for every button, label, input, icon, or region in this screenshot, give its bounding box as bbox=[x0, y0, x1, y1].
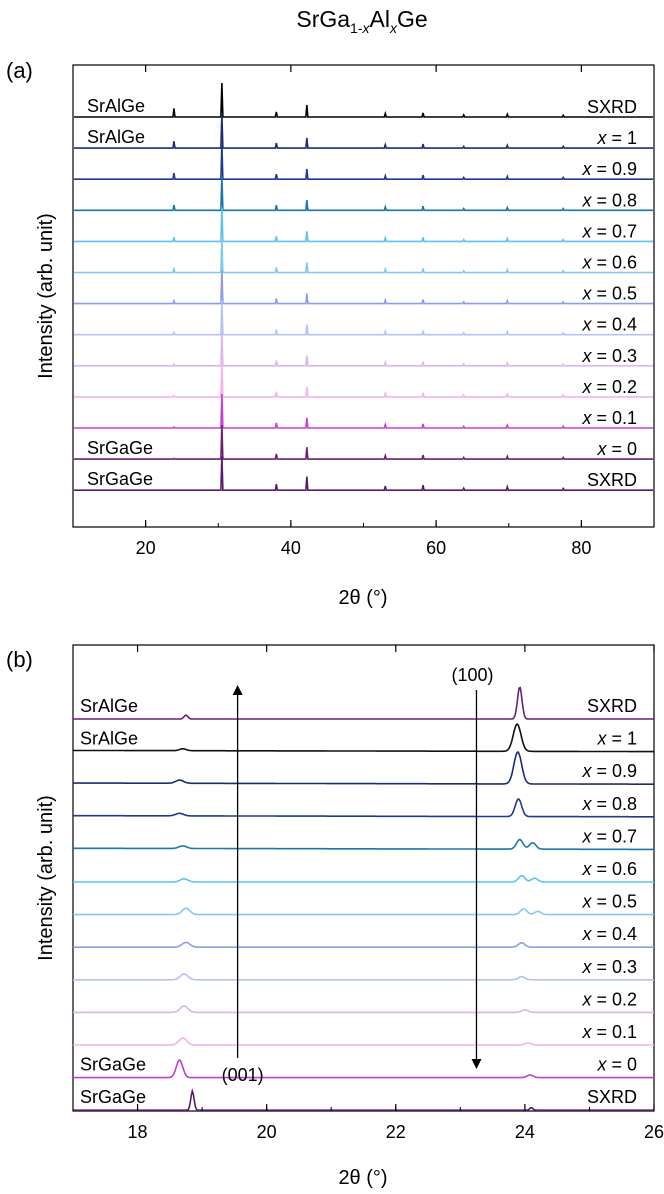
panel-a-right-label: x = 0.4 bbox=[581, 315, 637, 335]
panel-a-right-label: x = 0.2 bbox=[581, 377, 637, 397]
panel-b-right-label: x = 0.7 bbox=[581, 826, 637, 846]
panel-b-trace bbox=[73, 907, 654, 916]
panel-a-label: (a) bbox=[6, 58, 33, 83]
panel-a-frame bbox=[72, 64, 655, 528]
panel-a-right-label: x = 1 bbox=[596, 128, 637, 148]
annotation-100: (100) bbox=[451, 665, 493, 685]
panel-a-trace bbox=[74, 300, 653, 336]
figure-title: SrGa1-xAlxGe bbox=[296, 6, 427, 36]
panel-b-trace bbox=[73, 1005, 654, 1014]
panel-a-trace bbox=[74, 456, 653, 491]
panel-b-right-label: x = 0.4 bbox=[581, 924, 637, 944]
panel-a-trace bbox=[74, 269, 653, 305]
panel-a-x-axis-label: 2θ (°) bbox=[338, 587, 387, 609]
panel-a-x-tick-label: 60 bbox=[426, 538, 446, 558]
panel-a-right-label: x = 0.6 bbox=[581, 253, 637, 273]
panel-b-trace bbox=[73, 973, 654, 981]
panel-b-trace bbox=[73, 1088, 654, 1111]
panel-a-trace bbox=[74, 331, 653, 367]
panel-a-trace bbox=[74, 145, 653, 180]
panel-b-x-axis-label: 2θ (°) bbox=[338, 1167, 387, 1189]
panel-b-x-tick-label: 26 bbox=[644, 1122, 664, 1142]
panel-b-trace bbox=[72, 838, 654, 851]
panel-b-left-label: SrAlGe bbox=[80, 696, 138, 716]
panel-b-frame bbox=[72, 644, 655, 1112]
panel-b-trace bbox=[72, 750, 654, 785]
panel-a-trace bbox=[74, 207, 653, 243]
panel-a-right-label: x = 0.5 bbox=[581, 284, 637, 304]
panel-a-left-label: SrAlGe bbox=[87, 96, 145, 116]
panel-b-left-label: SrAlGe bbox=[80, 729, 138, 749]
panel-b-right-label: x = 0.6 bbox=[581, 859, 637, 879]
panel-b-x-tick-label: 18 bbox=[128, 1122, 148, 1142]
panel-a: (a) SrAlGe SXRD SrAlGe x = 1 x = 0.9 x = 0.8 x… bbox=[6, 58, 655, 609]
panel-a-trace bbox=[74, 362, 653, 398]
panel-b-right-label: x = 0.9 bbox=[581, 761, 637, 781]
panel-b-trace bbox=[73, 941, 654, 948]
panel-b-y-axis-label: Intensity (arb. unit) bbox=[35, 795, 57, 961]
panel-b-right-label: x = 1 bbox=[596, 729, 637, 749]
panel-a-right-label: x = 0.8 bbox=[581, 190, 637, 210]
annotation-001: (001) bbox=[222, 1065, 264, 1085]
panel-a-trace bbox=[74, 176, 653, 212]
panel-a-y-axis-label: Intensity (arb. unit) bbox=[35, 213, 57, 379]
panel-b-right-label: SXRD bbox=[587, 1087, 637, 1107]
panel-a-right-label: x = 0 bbox=[596, 439, 637, 459]
panel-b-right-label: x = 0.5 bbox=[581, 892, 637, 912]
panel-b-x-tick-label: 20 bbox=[257, 1122, 277, 1142]
panel-b-x-tick-label: 22 bbox=[386, 1122, 406, 1142]
panel-b-right-label: x = 0.2 bbox=[581, 989, 637, 1009]
panel-a-left-label: SrAlGe bbox=[87, 127, 145, 147]
panel-a-x-tick-label: 80 bbox=[571, 538, 591, 558]
panel-b-right-label: x = 0.8 bbox=[581, 794, 637, 814]
panel-a-right-label: SXRD bbox=[587, 97, 637, 117]
panel-b-right-label: x = 0.3 bbox=[581, 957, 637, 977]
panel-b-left-label: SrGaGe bbox=[80, 1055, 146, 1075]
panel-b-label: (b) bbox=[6, 647, 33, 672]
panel-a-right-label: x = 0.9 bbox=[581, 159, 637, 179]
panel-a-right-label: x = 0.3 bbox=[581, 346, 637, 366]
panel-a-trace bbox=[74, 425, 653, 460]
panel-a-left-label: SrGaGe bbox=[87, 469, 153, 489]
panel-b-trace bbox=[73, 686, 654, 720]
panel-b-x-tick-label: 24 bbox=[515, 1122, 535, 1142]
panel-a-trace bbox=[74, 114, 653, 149]
panel-b-trace bbox=[72, 798, 654, 818]
panel-b-right-label: x = 0 bbox=[596, 1055, 637, 1075]
panel-a-right-label: x = 0.1 bbox=[581, 408, 637, 428]
panel-a-trace bbox=[74, 82, 653, 118]
panel-a-right-label: x = 0.7 bbox=[581, 221, 637, 241]
panel-a-trace bbox=[74, 393, 653, 429]
panel-b-trace bbox=[73, 1037, 654, 1046]
panel-b-right-label: x = 0.1 bbox=[581, 1022, 637, 1042]
panel-a-trace bbox=[74, 238, 653, 274]
panel-b-left-label: SrGaGe bbox=[80, 1087, 146, 1107]
panel-a-right-label: SXRD bbox=[587, 470, 637, 490]
panel-a-x-tick-label: 40 bbox=[281, 538, 301, 558]
panel-b-trace bbox=[73, 874, 654, 883]
panel-b-trace bbox=[72, 723, 654, 753]
panel-a-x-tick-label: 20 bbox=[136, 538, 156, 558]
panel-b-trace bbox=[73, 1059, 654, 1079]
panel-b: (b) SrAlGe SXRD SrAlGe x = 1 x = 0.9 x = 0.8 x… bbox=[6, 644, 664, 1189]
panel-b-right-label: SXRD bbox=[587, 696, 637, 716]
panel-a-left-label: SrGaGe bbox=[87, 438, 153, 458]
